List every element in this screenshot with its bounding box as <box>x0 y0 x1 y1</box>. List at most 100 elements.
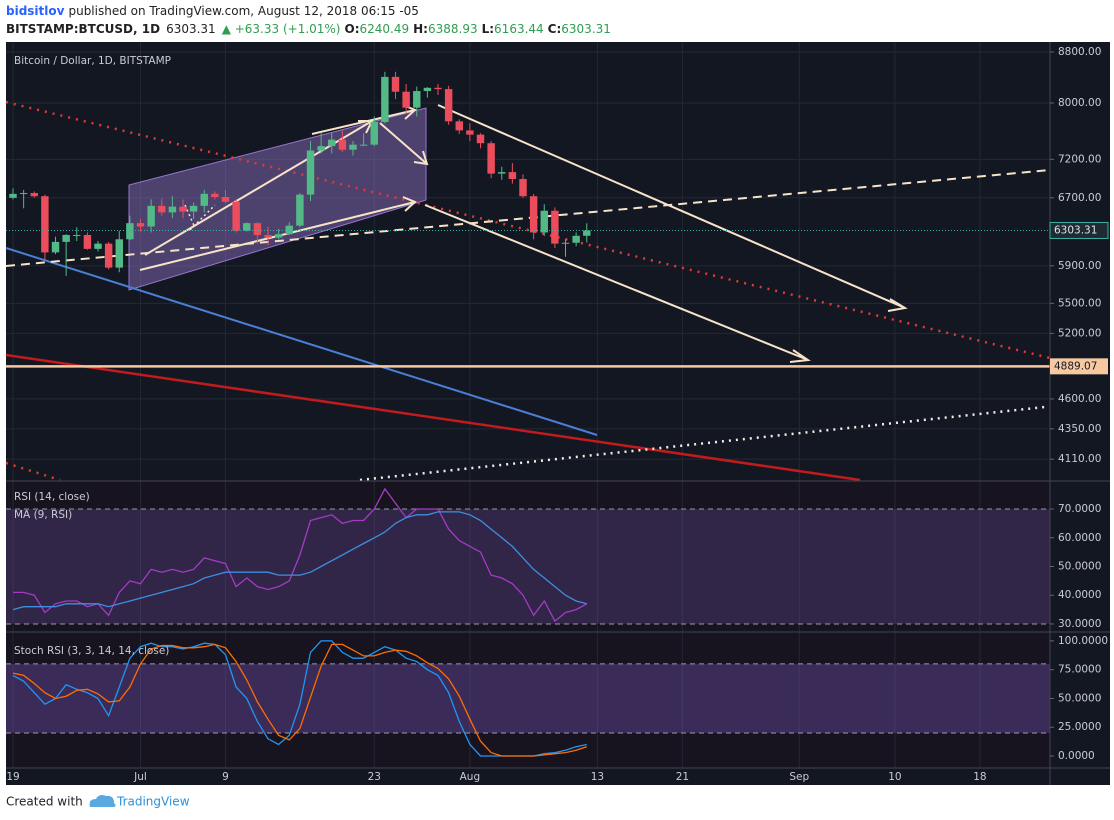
candle-body <box>243 223 251 231</box>
candle-body <box>423 87 432 92</box>
created-with: Created with <box>6 795 83 809</box>
candle-body <box>73 234 81 236</box>
candle-body <box>519 178 527 197</box>
y-tick-label: 5900.00 <box>1058 260 1101 272</box>
ohlc-label: H: <box>413 22 428 36</box>
band <box>6 509 1050 624</box>
last-price-tag <box>1049 221 1109 239</box>
candle-body <box>9 193 17 198</box>
candle-body <box>455 121 463 131</box>
candle-body <box>189 205 198 212</box>
trend-line <box>5 169 1051 267</box>
y-tick-label: 0.0000 <box>1058 750 1095 762</box>
trend-line <box>5 461 61 482</box>
trend-line <box>5 353 861 482</box>
y-tick-label: 4600.00 <box>1058 393 1101 405</box>
candle-body <box>296 194 304 226</box>
candle-body <box>253 223 262 235</box>
candle-body <box>434 87 442 90</box>
author[interactable]: bidsitlov <box>6 4 65 18</box>
y-tick-label: 6700.00 <box>1058 192 1101 204</box>
candle-body <box>349 144 357 150</box>
ohlc-value: 6388.93 <box>428 22 478 36</box>
ohlc-value: 6303.31 <box>561 22 611 36</box>
symbol-line: BITSTAMP:BTCUSD, 1D 6303.31 ▲ +63.33 (+1.0… <box>6 22 611 36</box>
chart-title: Bitcoin / Dollar, 1D, BITSTAMP <box>14 55 171 67</box>
x-tick-label: Aug <box>460 771 481 783</box>
x-tick-label: 18 <box>973 771 986 783</box>
candle-body <box>476 134 485 144</box>
candle-body <box>466 130 474 135</box>
x-tick-label: 13 <box>591 771 604 783</box>
candle-body <box>19 193 28 195</box>
level-tag-label: 4889.07 <box>1054 360 1097 372</box>
candle-body <box>126 223 134 240</box>
y-tick-label: 50.0000 <box>1058 560 1101 572</box>
stoch-bg <box>6 634 1050 768</box>
arrow <box>184 204 216 231</box>
brand[interactable]: TradingView <box>116 795 190 809</box>
arrow <box>437 104 908 312</box>
candle-body <box>158 205 166 213</box>
ohlc-value: 6240.49 <box>360 22 410 36</box>
candle-body <box>285 225 293 235</box>
candle-body <box>561 242 570 244</box>
last-price-label: 6303.31 <box>1054 224 1097 236</box>
series-line <box>12 640 587 757</box>
ohlc-label: L: <box>482 22 494 36</box>
x-tick-label: 10 <box>888 771 901 783</box>
candle-body <box>147 205 155 227</box>
candle-body <box>370 122 378 145</box>
y-tick-label: 4350.00 <box>1058 423 1101 435</box>
candle-body <box>583 230 591 236</box>
ohlc-value: 6163.44 <box>494 22 544 36</box>
y-tick-label: 75.0000 <box>1058 664 1101 676</box>
candle-body <box>30 193 38 197</box>
symbol: BITSTAMP:BTCUSD, 1D <box>6 22 160 36</box>
candle-body <box>359 144 368 146</box>
x-tick-label: 23 <box>368 771 381 783</box>
y-tick-label: 40.0000 <box>1058 589 1101 601</box>
logo[interactable] <box>89 795 116 807</box>
published: published on TradingView.com, August 12,… <box>68 4 418 18</box>
candle-body <box>264 234 272 238</box>
candle-body <box>498 172 506 174</box>
y-tick-label: 70.0000 <box>1058 503 1101 515</box>
x-tick-label: Jul <box>133 771 147 783</box>
candle-body <box>179 206 187 212</box>
candle-body <box>41 196 49 253</box>
ohlc-label: O: <box>345 22 360 36</box>
candle-body <box>211 193 219 198</box>
candle-body <box>529 196 538 233</box>
candle-body <box>540 210 548 233</box>
arrow <box>424 204 811 363</box>
x-tick-label: 9 <box>222 771 229 783</box>
candle-body <box>317 146 325 151</box>
arrow <box>379 122 429 166</box>
labels: 19 Jul 9 23 Aug 13 21 Sep 10 18 8800.00 8000.00 7200… <box>6 46 1109 783</box>
y-tick-label: 5500.00 <box>1058 297 1101 309</box>
candle-body <box>94 243 102 249</box>
candle-body <box>328 139 336 147</box>
legend-entry: RSI (14, close) <box>14 491 90 503</box>
candle-body <box>413 91 421 108</box>
ohlc-label: C: <box>548 22 562 36</box>
candle-body <box>104 243 113 268</box>
candle-body <box>83 234 92 249</box>
series-line <box>13 487 588 623</box>
candle-body <box>338 139 347 150</box>
x-tick-label: 19 <box>6 771 19 783</box>
candle-body <box>444 89 453 122</box>
y-tick-label: 8800.00 <box>1058 46 1101 58</box>
candle-body <box>115 239 123 268</box>
candle-body <box>306 150 315 195</box>
candle-body <box>551 210 559 244</box>
candle-body <box>51 241 60 253</box>
x-tick-label: 21 <box>676 771 689 783</box>
pane-title: Stoch RSI (3, 3, 14, 14, close) <box>14 645 169 657</box>
y-tick-label: 100.0000 <box>1058 635 1108 647</box>
candle-body <box>572 235 580 243</box>
legend-entry: MA (9, RSI) <box>14 509 72 521</box>
candle-body <box>221 197 230 202</box>
